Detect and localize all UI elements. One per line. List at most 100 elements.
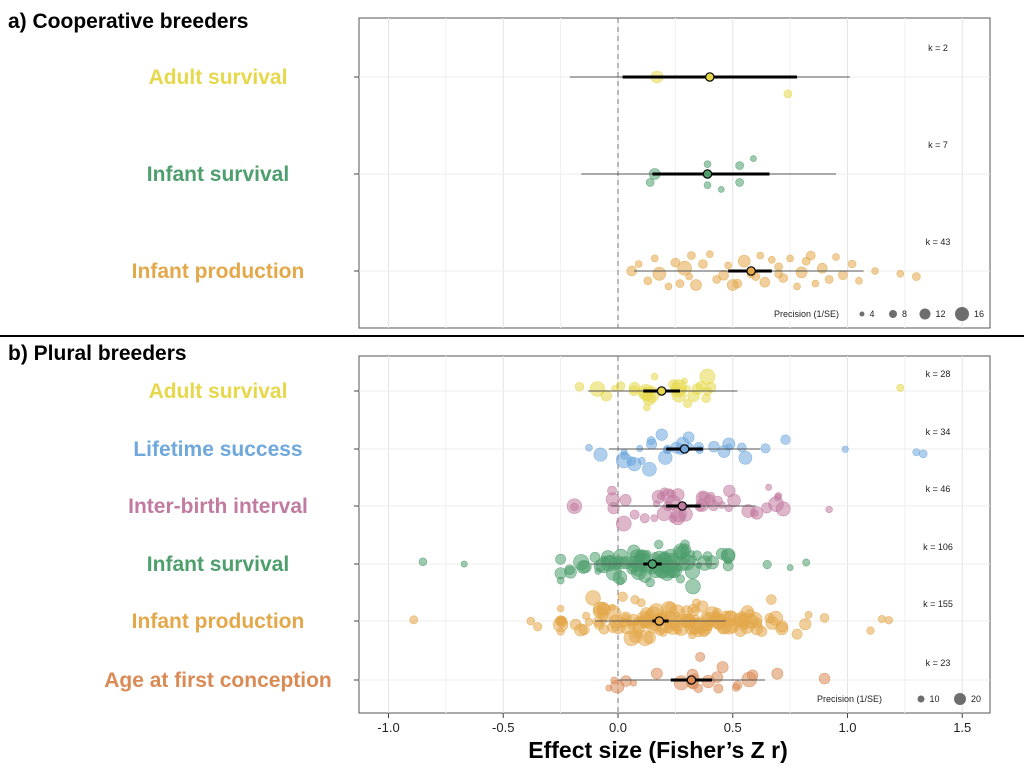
data-point — [918, 449, 928, 459]
mean-estimate — [677, 501, 688, 511]
data-point — [804, 610, 813, 619]
panel-a-plot: Adult survival k = 2 Infant survival k = 7 I… — [132, 17, 991, 329]
data-point — [674, 626, 683, 635]
data-point — [841, 445, 849, 453]
data-point — [703, 181, 712, 189]
data-point — [617, 591, 628, 602]
data-point — [582, 611, 591, 620]
data-point — [644, 612, 652, 620]
data-point — [771, 667, 784, 680]
data-point — [677, 260, 692, 276]
data-point — [643, 631, 656, 644]
x-axis-label: Effect size (Fisher’s Z r) — [528, 737, 787, 763]
data-point — [680, 539, 690, 550]
legend-size-dot — [859, 311, 865, 317]
data-point — [597, 609, 609, 621]
legend-size-dot — [917, 695, 925, 703]
data-point — [675, 279, 685, 288]
data-point — [762, 559, 772, 570]
data-point — [556, 616, 568, 628]
x-tick-label: 1.0 — [838, 720, 856, 735]
data-point — [655, 626, 665, 636]
x-tick-label: 1.5 — [953, 720, 971, 735]
data-point — [734, 624, 747, 637]
data-point — [718, 269, 729, 281]
category-label: Infant production — [132, 610, 305, 633]
data-point — [726, 279, 739, 291]
mean-estimate — [702, 169, 713, 179]
legend-title: Precision (1/SE) — [774, 309, 839, 319]
data-point — [620, 451, 629, 460]
data-point — [619, 555, 634, 570]
legend-title: Precision (1/SE) — [817, 694, 882, 704]
data-point — [702, 551, 713, 562]
data-point — [698, 259, 708, 269]
data-point — [593, 619, 605, 630]
data-point — [685, 578, 701, 595]
data-point — [761, 502, 773, 514]
data-point — [634, 260, 643, 268]
data-point — [816, 262, 828, 274]
data-point — [585, 590, 601, 606]
x-tick-label: -0.5 — [492, 720, 514, 735]
data-point — [594, 567, 602, 575]
data-point — [460, 560, 468, 568]
data-point — [655, 428, 668, 441]
data-point — [775, 501, 791, 517]
panel-a-title: a) Cooperative breeders — [8, 10, 248, 33]
data-point — [793, 282, 801, 291]
data-point — [724, 261, 732, 270]
data-point — [659, 551, 670, 561]
data-point — [630, 595, 640, 605]
data-point — [896, 383, 905, 392]
data-point — [636, 444, 644, 453]
data-point — [683, 398, 693, 409]
data-point — [617, 617, 629, 628]
data-point — [639, 513, 650, 524]
data-point — [774, 269, 783, 279]
data-point — [756, 251, 765, 260]
data-point — [654, 539, 664, 550]
data-point — [735, 178, 744, 187]
data-point — [738, 450, 753, 465]
data-point — [765, 483, 773, 491]
data-point — [418, 557, 428, 567]
legend-size-label: 10 — [930, 694, 940, 704]
data-point — [690, 279, 702, 291]
data-point — [593, 447, 608, 462]
k-label: k = 7 — [928, 140, 948, 150]
data-point — [680, 605, 693, 618]
data-point — [708, 441, 720, 453]
data-point — [619, 494, 632, 507]
data-point — [884, 616, 893, 625]
data-point — [715, 547, 728, 560]
data-point — [896, 269, 905, 278]
x-tick-label: -1.0 — [377, 720, 399, 735]
legend-size-label: 20 — [971, 694, 981, 704]
k-label: k = 34 — [926, 427, 951, 437]
data-point — [627, 457, 642, 472]
data-point — [695, 562, 703, 569]
k-label: k = 43 — [926, 237, 951, 247]
data-point — [711, 671, 724, 683]
data-point — [652, 266, 667, 281]
data-point — [698, 491, 708, 502]
data-point — [650, 514, 659, 522]
x-tick-label: 0.0 — [609, 720, 627, 735]
data-point — [556, 604, 565, 613]
mean-estimate — [746, 266, 756, 276]
data-point — [847, 259, 857, 269]
data-point — [681, 377, 688, 385]
data-point — [802, 558, 811, 567]
data-point — [766, 594, 777, 605]
mean-estimate — [686, 675, 697, 685]
data-point — [615, 515, 632, 532]
data-point — [642, 461, 657, 477]
data-point — [607, 502, 620, 515]
data-point — [691, 598, 701, 608]
data-point — [731, 683, 741, 692]
category-label: Lifetime success — [133, 438, 302, 461]
data-point — [718, 624, 728, 635]
legend-size-label: 4 — [870, 309, 875, 319]
